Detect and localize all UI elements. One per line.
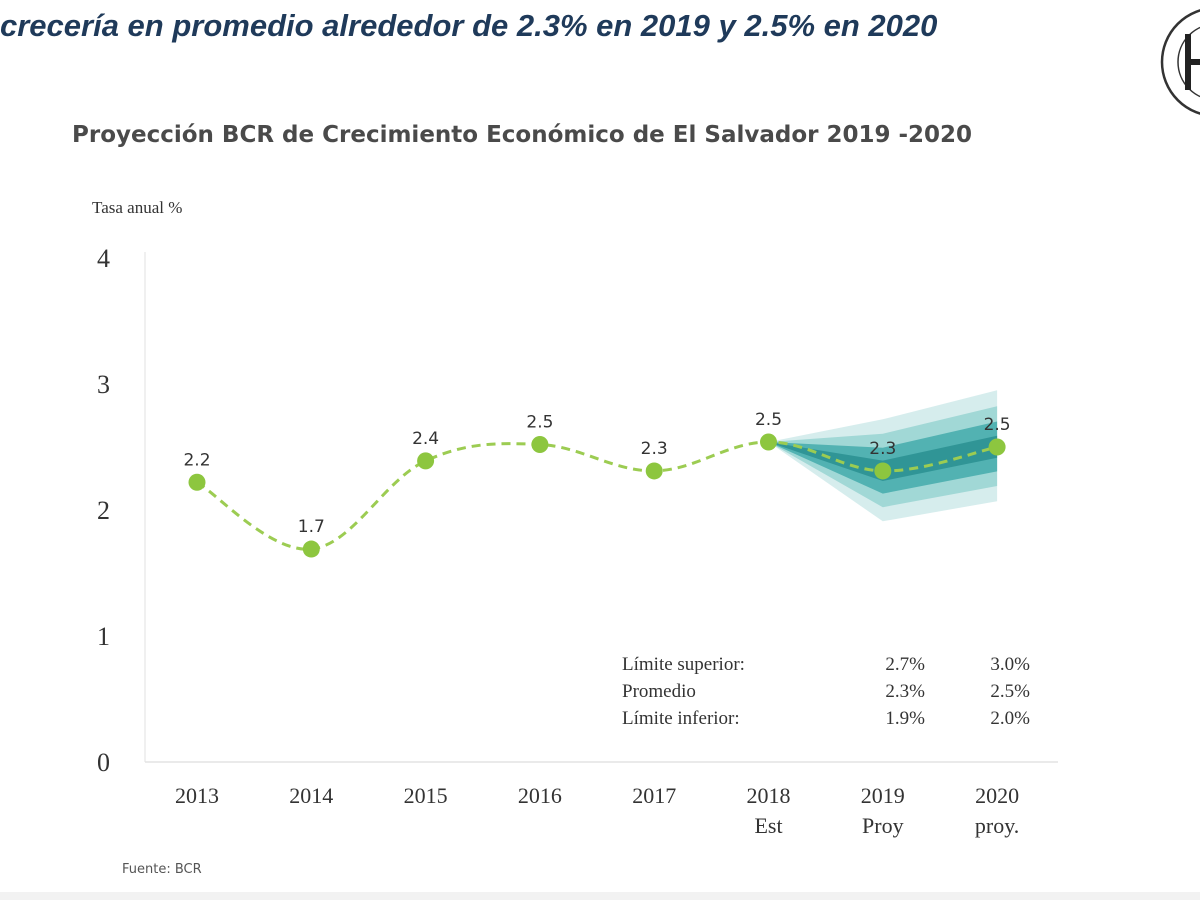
data-label: 1.7 (298, 517, 325, 537)
x-tick-sublabel: proy. (975, 813, 1019, 838)
y-tick-label: 3 (97, 370, 110, 399)
data-labels: 2.2 1.7 2.4 2.5 2.3 2.5 2.3 2.5 (183, 410, 1010, 537)
x-tick-label: 2018 (747, 783, 791, 808)
axes: 0 1 2 3 4 2013 2014 2015 2016 2017 2018 Est 2019 Proy… (97, 244, 1058, 838)
x-tick-label: 2017 (632, 783, 676, 808)
projection-fan (768, 390, 998, 522)
data-label: 2.5 (755, 410, 782, 430)
table-row-label: Promedio (622, 681, 696, 702)
y-tick-label: 0 (97, 748, 110, 777)
table-value-2019: 2.7% (885, 654, 925, 675)
table-value-2020: 2.5% (990, 681, 1030, 702)
data-label: 2.3 (869, 439, 896, 459)
data-label: 2.4 (412, 429, 439, 449)
x-tick-sublabel: Est (754, 813, 782, 838)
projection-table: Límite superior: 2.7% 3.0% Promedio 2.3% 2.5%… (622, 654, 1030, 729)
growth-series (188, 433, 1006, 558)
fan-band (768, 421, 998, 494)
data-point (417, 452, 435, 470)
x-tick-label: 2014 (289, 783, 333, 808)
y-tick-label: 2 (97, 496, 110, 525)
data-point (760, 433, 777, 451)
y-axis-label: Tasa anual % (92, 198, 183, 217)
data-label: 2.3 (641, 439, 668, 459)
data-point (302, 540, 320, 558)
data-label: 2.2 (183, 450, 210, 470)
x-tick-label: 2015 (404, 783, 448, 808)
source-note: Fuente: BCR (122, 862, 202, 877)
series-line (196, 440, 998, 551)
table-value-2019: 2.3% (885, 681, 925, 702)
data-label: 2.5 (984, 415, 1011, 435)
x-tick-label: 2016 (518, 783, 562, 808)
x-tick-label: 2020 (975, 783, 1019, 808)
table-row-label: Límite superior: (622, 654, 745, 675)
table-value-2020: 2.0% (990, 708, 1030, 729)
data-point (188, 473, 206, 491)
bottom-bar (0, 892, 1200, 900)
data-point (874, 462, 892, 480)
y-tick-label: 4 (97, 244, 110, 273)
x-tick-label: 2013 (175, 783, 219, 808)
x-tick-label: 2019 (861, 783, 905, 808)
data-point (645, 462, 663, 480)
table-row-label: Límite inferior: (622, 708, 740, 729)
bank-seal-logo (1160, 9, 1200, 115)
table-value-2020: 3.0% (990, 654, 1030, 675)
data-label: 2.5 (526, 412, 553, 432)
data-point (988, 438, 1006, 456)
data-point (531, 435, 549, 453)
table-value-2019: 1.9% (885, 708, 925, 729)
x-tick-sublabel: Proy (862, 813, 904, 838)
chart-title: Proyección BCR de Crecimiento Económico … (72, 122, 973, 148)
y-tick-label: 1 (97, 622, 110, 651)
headline: crecería en promedio alrededor de 2.3% e… (0, 8, 938, 43)
